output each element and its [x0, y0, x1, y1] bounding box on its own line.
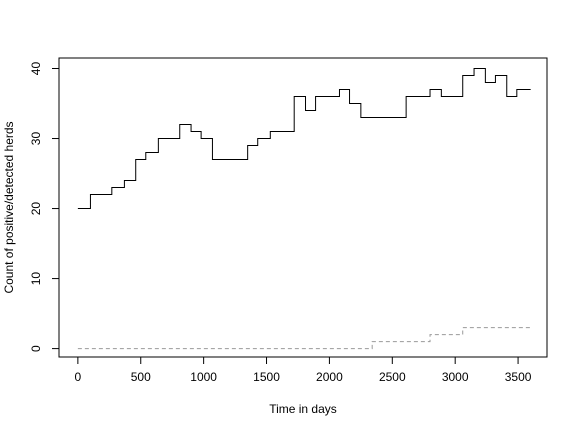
plot-frame [58, 57, 548, 358]
series-2-line [77, 327, 531, 350]
y-tick-label: 0 [29, 345, 43, 352]
y-tick-label: 40 [29, 62, 43, 76]
x-tick-label: 3000 [442, 370, 469, 384]
x-tick-label: 0 [75, 370, 82, 384]
x-axis-label: Time in days [269, 402, 337, 416]
y-axis: 0 10 20 30 40 [29, 62, 60, 352]
x-tick-label: 2500 [379, 370, 406, 384]
y-axis-label: Count of positive/detected herds [2, 121, 16, 293]
x-axis: 0 500 1000 1500 2000 2500 3000 3500 [75, 356, 532, 384]
x-tick-label: 500 [131, 370, 151, 384]
x-tick-label: 1500 [253, 370, 280, 384]
x-tick-label: 2000 [316, 370, 343, 384]
series-1-line [77, 68, 531, 210]
series-layer [77, 68, 531, 350]
x-tick-label: 1000 [190, 370, 217, 384]
y-tick-label: 10 [29, 272, 43, 286]
y-tick-label: 20 [29, 202, 43, 216]
y-tick-label: 30 [29, 132, 43, 146]
x-tick-label: 3500 [505, 370, 532, 384]
